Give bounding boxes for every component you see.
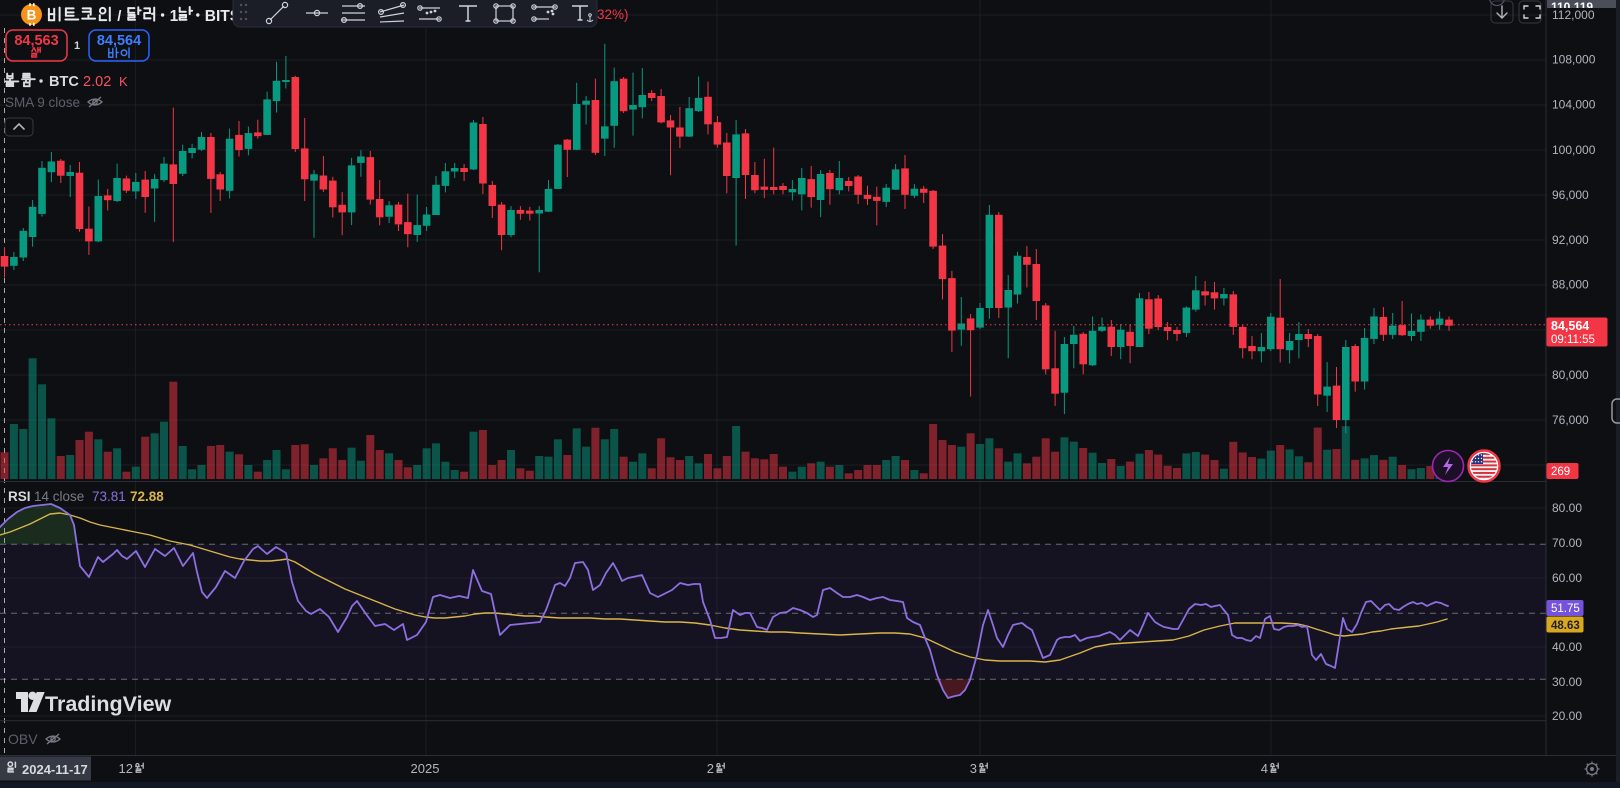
svg-text:SMA 9 close: SMA 9 close bbox=[5, 95, 80, 110]
svg-text:RSI: RSI bbox=[8, 489, 31, 504]
svg-text:3: 3 bbox=[970, 761, 977, 776]
svg-text:09:11:55: 09:11:55 bbox=[1551, 334, 1595, 346]
svg-text:B: B bbox=[27, 8, 37, 23]
svg-text:TradingView: TradingView bbox=[45, 692, 172, 716]
svg-text:48.63: 48.63 bbox=[1551, 620, 1580, 632]
svg-text:80.00: 80.00 bbox=[1552, 501, 1582, 515]
svg-text:112,000: 112,000 bbox=[1552, 8, 1595, 22]
svg-text:14 close: 14 close bbox=[34, 489, 84, 504]
svg-text:12: 12 bbox=[119, 761, 133, 776]
svg-text:32%): 32%) bbox=[597, 7, 629, 22]
svg-text:K: K bbox=[119, 74, 128, 89]
svg-text:84,563: 84,563 bbox=[14, 33, 58, 49]
svg-text:1: 1 bbox=[74, 40, 80, 52]
svg-text:60.00: 60.00 bbox=[1552, 571, 1582, 585]
svg-text:30.00: 30.00 bbox=[1552, 675, 1582, 689]
svg-text:2: 2 bbox=[707, 761, 714, 776]
svg-text:72.88: 72.88 bbox=[130, 489, 164, 504]
svg-text:OBV: OBV bbox=[8, 731, 38, 747]
svg-text:76,000: 76,000 bbox=[1552, 413, 1589, 427]
svg-text:96,000: 96,000 bbox=[1552, 188, 1589, 202]
svg-text:84,564: 84,564 bbox=[1551, 319, 1589, 333]
svg-text:104,000: 104,000 bbox=[1552, 98, 1596, 112]
svg-text:1: 1 bbox=[170, 8, 179, 25]
svg-text:2024-11-17: 2024-11-17 bbox=[22, 762, 88, 777]
svg-text:84,564: 84,564 bbox=[97, 33, 141, 49]
svg-text:40.00: 40.00 bbox=[1552, 640, 1582, 654]
svg-text:110,119: 110,119 bbox=[1551, 0, 1593, 14]
svg-text:2.02: 2.02 bbox=[83, 74, 111, 90]
svg-text:92,000: 92,000 bbox=[1552, 233, 1589, 247]
svg-text:88,000: 88,000 bbox=[1552, 278, 1589, 292]
svg-text:108,000: 108,000 bbox=[1552, 53, 1596, 67]
svg-text:73.81: 73.81 bbox=[92, 489, 126, 504]
svg-text:/: / bbox=[117, 8, 122, 25]
svg-text:70.00: 70.00 bbox=[1552, 536, 1582, 550]
svg-text:20.00: 20.00 bbox=[1552, 709, 1582, 723]
svg-text:51.75: 51.75 bbox=[1551, 603, 1580, 615]
svg-text:80,000: 80,000 bbox=[1552, 368, 1589, 382]
svg-text:269: 269 bbox=[1551, 466, 1570, 478]
svg-text:100,000: 100,000 bbox=[1552, 143, 1596, 157]
svg-text:2025: 2025 bbox=[411, 761, 440, 776]
svg-text:BTC: BTC bbox=[49, 74, 79, 90]
svg-text:4: 4 bbox=[1261, 761, 1268, 776]
